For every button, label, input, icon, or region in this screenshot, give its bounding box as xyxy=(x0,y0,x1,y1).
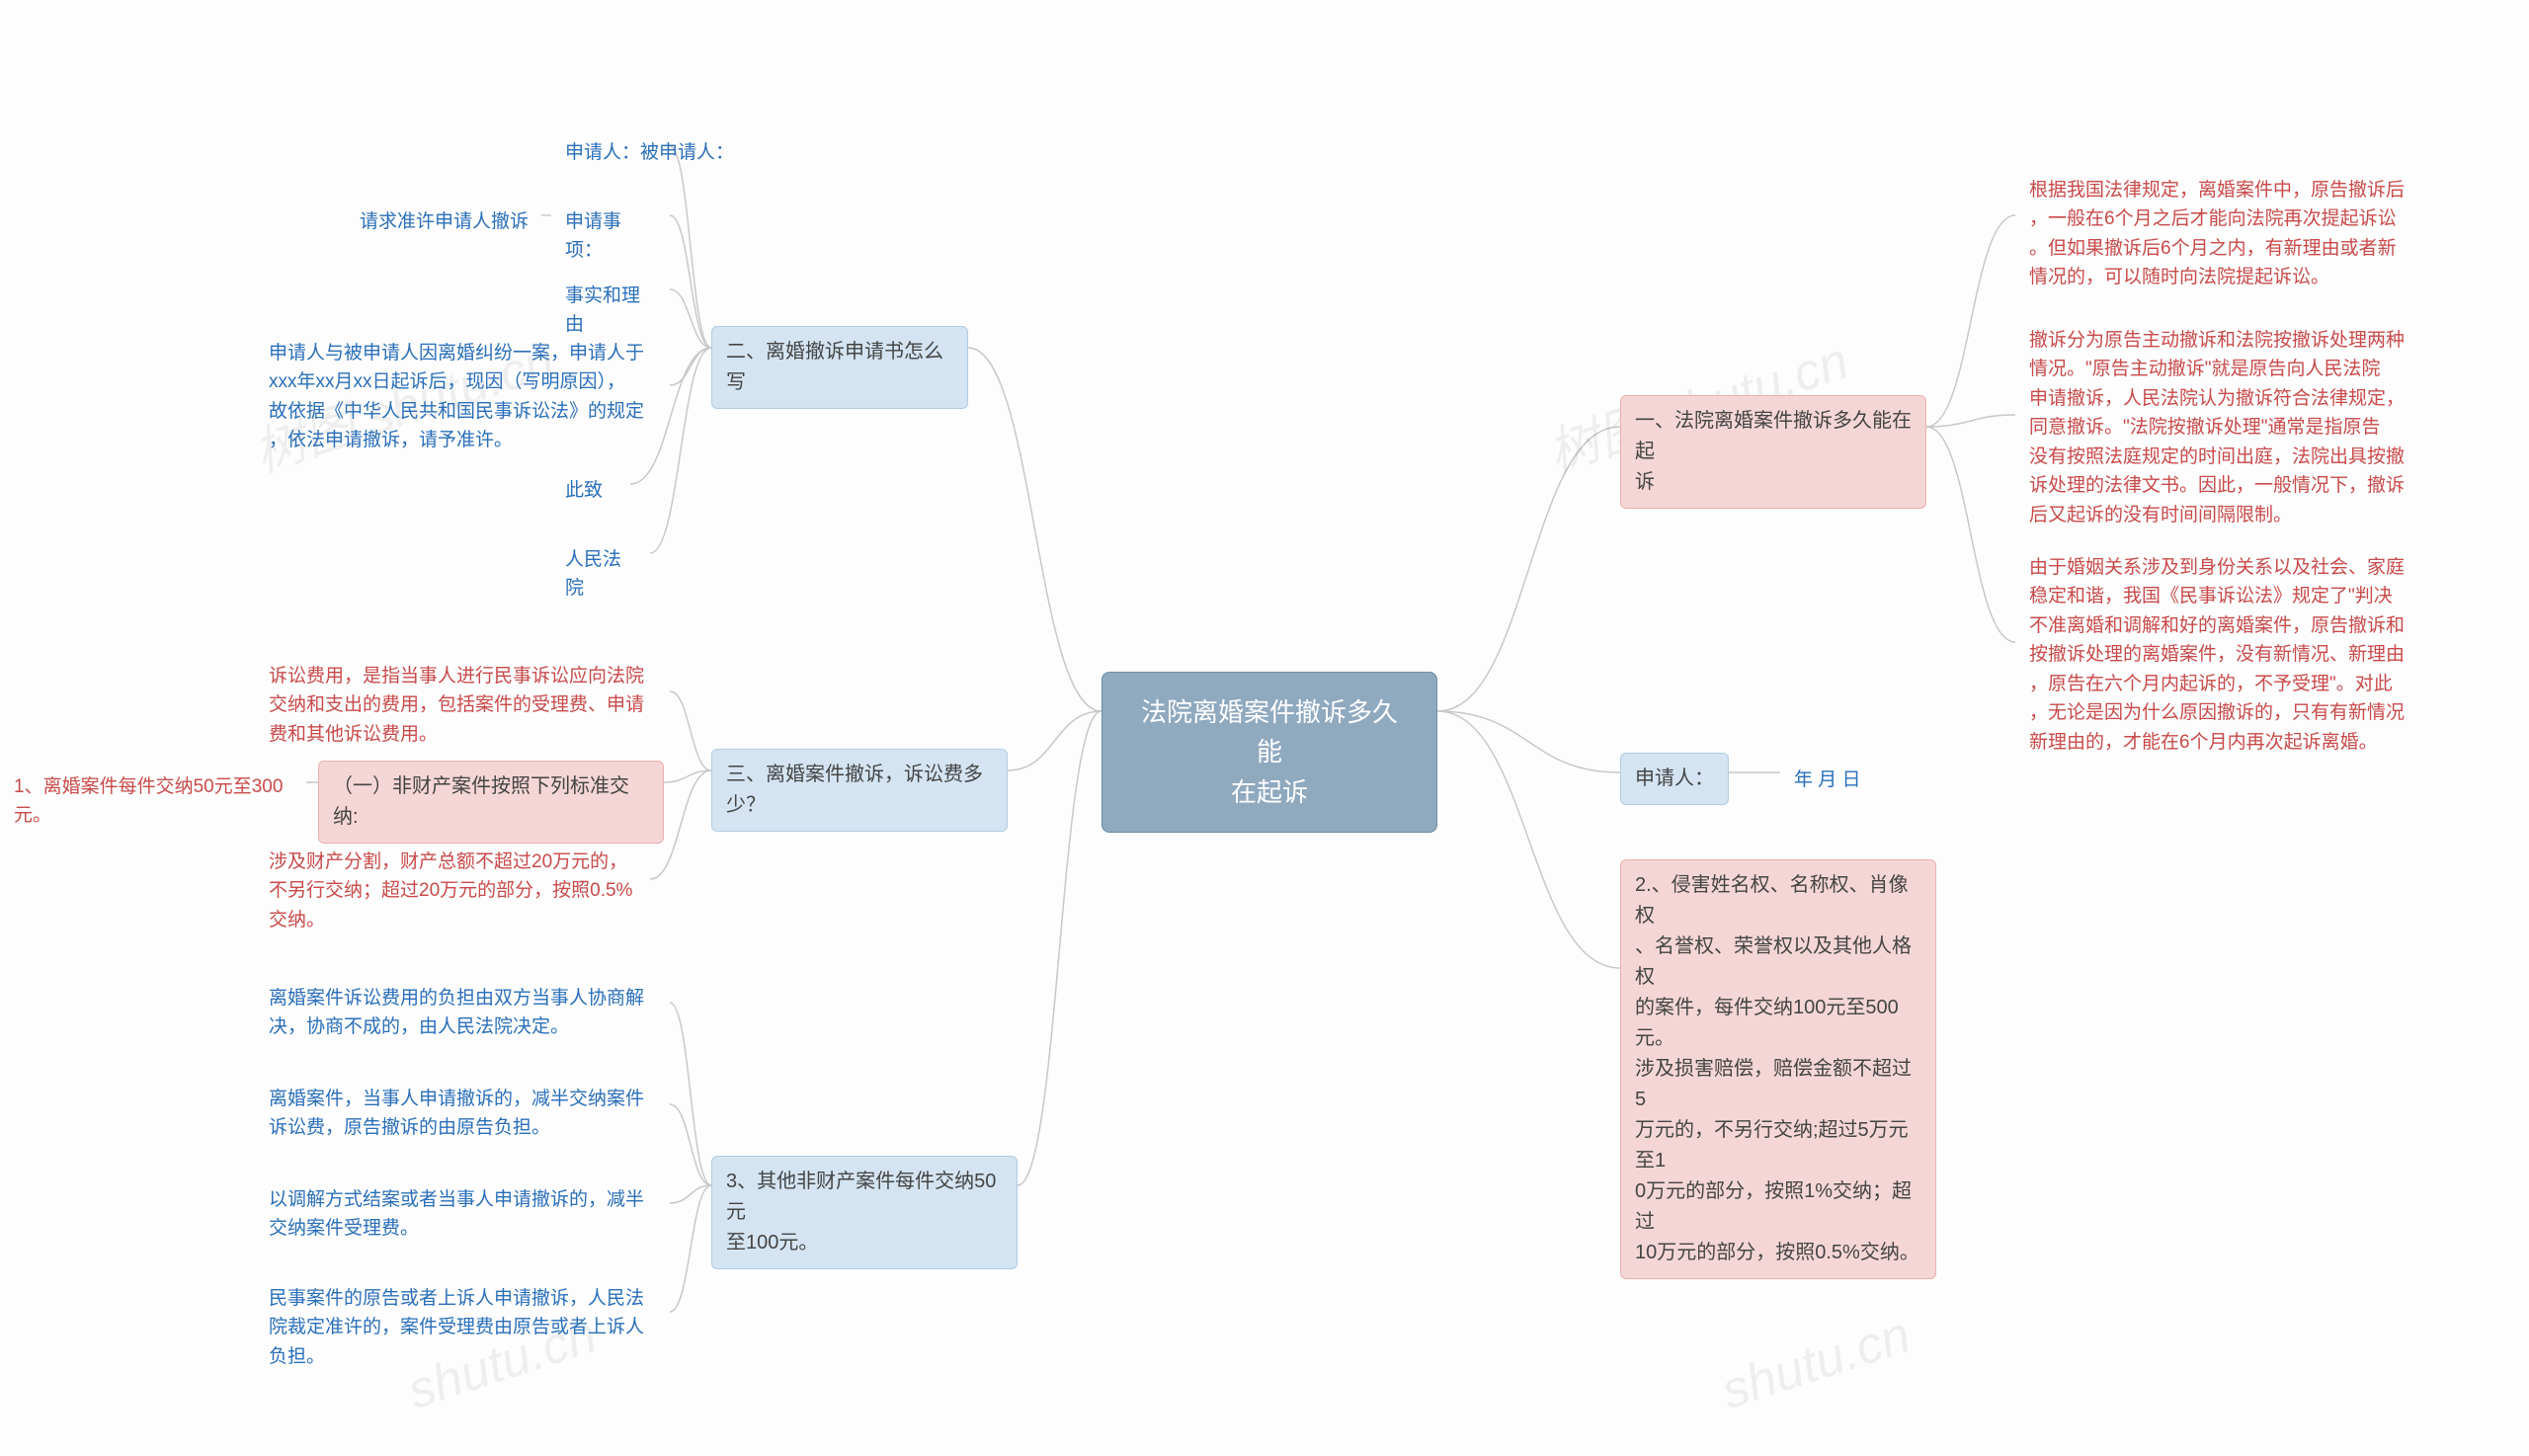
mindmap-node: 由于婚姻关系涉及到身份关系以及社会、家庭 稳定和谐，我国《民事诉讼法》规定了"判… xyxy=(2015,543,2430,767)
mindmap-node: 离婚案件，当事人申请撤诉的，减半交纳案件 诉讼费，原告撤诉的由原告负担。 xyxy=(255,1075,670,1153)
watermark: shutu.cn xyxy=(1715,1305,1917,1421)
mindmap-node: 以调解方式结案或者当事人申请撤诉的，减半 交纳案件受理费。 xyxy=(255,1175,670,1254)
mindmap-node: 一、法院离婚案件撤诉多久能在起 诉 xyxy=(1620,395,1926,509)
center-node: 法院离婚案件撤诉多久能 在起诉 xyxy=(1101,672,1437,833)
mindmap-node: （一）非财产案件按照下列标准交纳: xyxy=(318,761,664,844)
mindmap-node: 申请人与被申请人因离婚纠纷一案，申请人于 xxx年xx月xx日起诉后，现因（写明… xyxy=(255,329,670,465)
mindmap-node: 二、离婚撤诉申请书怎么写 xyxy=(711,326,968,409)
mindmap-node: 民事案件的原告或者上诉人申请撤诉，人民法 院裁定准许的，案件受理费由原告或者上诉… xyxy=(255,1274,670,1381)
mindmap-node: 人民法院 xyxy=(551,535,650,613)
mindmap-node: 离婚案件诉讼费用的负担由双方当事人协商解 决，协商不成的，由人民法院决定。 xyxy=(255,974,670,1052)
mindmap-node: 申请人：被申请人： xyxy=(551,128,749,177)
mindmap-node: 1、离婚案件每件交纳50元至300元。 xyxy=(0,763,316,841)
mindmap-node: 涉及财产分割，财产总额不超过20万元的， 不另行交纳；超过20万元的部分，按照0… xyxy=(255,838,650,944)
mindmap-node: 三、离婚案件撤诉，诉讼费多少？ xyxy=(711,749,1008,832)
mindmap-node: 2.、侵害姓名权、名称权、肖像权 、名誉权、荣誉权以及其他人格权 的案件，每件交… xyxy=(1620,859,1936,1279)
mindmap-node: 此致 xyxy=(551,466,630,515)
mindmap-node: 诉讼费用，是指当事人进行民事诉讼应向法院 交纳和支出的费用，包括案件的受理费、申… xyxy=(255,652,670,759)
mindmap-node: 年 月 日 xyxy=(1780,756,1899,804)
mindmap-node: 根据我国法律规定，离婚案件中，原告撤诉后 ，一般在6个月之后才能向法院再次提起诉… xyxy=(2015,166,2430,302)
mindmap-node: 撤诉分为原告主动撤诉和法院按撤诉处理两种 情况。"原告主动撤诉"就是原告向人民法… xyxy=(2015,316,2430,539)
mindmap-node: 请求准许申请人撤诉 xyxy=(346,198,543,246)
mindmap-node: 申请人： xyxy=(1620,753,1729,805)
mindmap-node: 申请事项： xyxy=(551,198,670,276)
mindmap-node: 3、其他非财产案件每件交纳50元 至100元。 xyxy=(711,1156,1018,1269)
